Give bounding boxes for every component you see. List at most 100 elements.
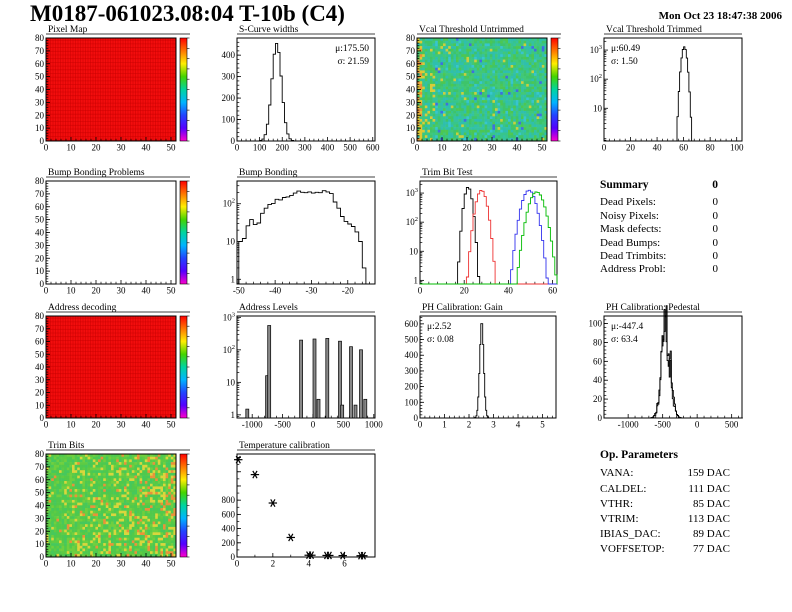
histogram-outline	[420, 323, 557, 419]
svg-text:20: 20	[35, 253, 45, 263]
summary-value: 0	[712, 250, 719, 263]
svg-text:20: 20	[626, 143, 636, 153]
svg-text:40: 40	[593, 375, 603, 385]
summary-label: Mask defects:	[600, 223, 662, 236]
summary-total: 0	[712, 179, 718, 191]
svg-text:30: 30	[117, 143, 127, 153]
plot-title: S-Curve widths	[239, 25, 299, 35]
plot-frame	[236, 315, 376, 419]
svg-text:0: 0	[418, 420, 423, 430]
svg-text:600: 600	[366, 143, 380, 153]
op-parameter-row: CALDEL: 111 DAC	[600, 482, 730, 497]
svg-text:0: 0	[695, 420, 700, 430]
svg-text:20: 20	[92, 286, 102, 296]
series-trim-bit-blue	[420, 189, 557, 285]
stats-text: σ: 1.50	[611, 57, 638, 67]
heatmap-cells	[417, 38, 547, 141]
svg-text:0: 0	[231, 136, 236, 146]
svg-text:40: 40	[35, 362, 45, 372]
stats-text: σ: 0.08	[427, 335, 454, 345]
svg-text:1: 1	[414, 275, 419, 285]
svg-text:30: 30	[35, 240, 45, 250]
svg-text:-50: -50	[233, 286, 245, 296]
spike-series	[245, 325, 368, 419]
svg-text:0: 0	[598, 413, 603, 423]
svg-text:0: 0	[311, 420, 316, 430]
plot-frame	[419, 315, 557, 419]
svg-text:50: 50	[35, 215, 45, 225]
svg-text:100: 100	[253, 143, 267, 153]
summary-label: Noisy Pixels:	[600, 209, 659, 222]
svg-text:400: 400	[405, 350, 419, 360]
svg-text:1000: 1000	[365, 420, 384, 430]
svg-text:20: 20	[35, 388, 45, 398]
svg-text:40: 40	[35, 228, 45, 238]
svg-text:50: 50	[167, 420, 177, 430]
svg-text:200: 200	[405, 382, 419, 392]
plot-title: Vcal Threshold Trimmed	[606, 25, 702, 35]
svg-text:3: 3	[491, 420, 496, 430]
svg-text:10: 10	[226, 377, 236, 387]
svg-text:600: 600	[405, 319, 419, 329]
svg-text:-500: -500	[274, 420, 291, 430]
heatmap-cells	[46, 38, 176, 141]
svg-text:102: 102	[223, 344, 235, 355]
svg-text:5: 5	[540, 420, 545, 430]
svg-text:10: 10	[67, 143, 77, 153]
svg-text:10: 10	[409, 246, 419, 256]
svg-text:100: 100	[730, 143, 744, 153]
svg-text:50: 50	[167, 143, 177, 153]
svg-text:70: 70	[406, 46, 416, 56]
svg-text:4: 4	[516, 420, 521, 430]
svg-text:0: 0	[40, 413, 45, 423]
svg-text:200: 200	[222, 93, 236, 103]
plot-title: Address Levels	[239, 303, 298, 313]
histogram-outline	[604, 46, 742, 142]
svg-text:1: 1	[442, 420, 447, 430]
op-parameters-header: Op. Parameters	[600, 449, 730, 462]
summary-value: 0	[712, 236, 719, 249]
summary-label: Dead Trimbits:	[600, 250, 667, 263]
svg-text:102: 102	[223, 198, 235, 209]
summary-value: 0	[712, 223, 719, 236]
svg-text:50: 50	[167, 286, 177, 296]
summary-rows: Dead Pixels: 0 Noisy Pixels: 0 Mask defects:…	[600, 196, 718, 276]
svg-text:300: 300	[222, 72, 236, 82]
svg-text:10: 10	[35, 400, 45, 410]
svg-text:30: 30	[117, 420, 127, 430]
svg-text:-1000: -1000	[242, 420, 263, 430]
svg-text:40: 40	[504, 286, 514, 296]
plot-frame	[45, 180, 177, 285]
summary-row: Address Probl: 0	[600, 263, 718, 276]
svg-text:60: 60	[35, 202, 45, 212]
plot-title: Trim Bit Test	[422, 168, 473, 178]
svg-text:0: 0	[44, 420, 49, 430]
summary-row: Noisy Pixels: 0	[600, 210, 718, 223]
svg-text:60: 60	[593, 356, 603, 366]
svg-text:100: 100	[405, 397, 419, 407]
svg-text:30: 30	[406, 97, 416, 107]
svg-text:10: 10	[593, 103, 603, 113]
summary-label: Address Probl:	[600, 263, 666, 276]
plot-title: Bump Bonding	[239, 168, 298, 178]
svg-text:-30: -30	[305, 286, 317, 296]
plot-title: Temperature calibration	[239, 441, 330, 451]
svg-text:0: 0	[40, 279, 45, 289]
svg-text:30: 30	[117, 286, 127, 296]
plot-bump-bonding: -50 -40 -30 -20 1 10 102 Bump Bonding	[223, 168, 376, 296]
series-trim-bit-black	[420, 187, 557, 285]
op-parameter-value: 113 DAC	[687, 513, 730, 526]
svg-text:2: 2	[467, 420, 472, 430]
op-parameter-label: VTRIM:	[600, 513, 639, 526]
svg-text:20: 20	[593, 394, 603, 404]
svg-text:50: 50	[35, 349, 45, 359]
svg-text:40: 40	[142, 420, 152, 430]
stats-text: μ:60.49	[611, 44, 640, 54]
svg-text:10: 10	[67, 286, 77, 296]
histogram-outline	[237, 42, 375, 142]
